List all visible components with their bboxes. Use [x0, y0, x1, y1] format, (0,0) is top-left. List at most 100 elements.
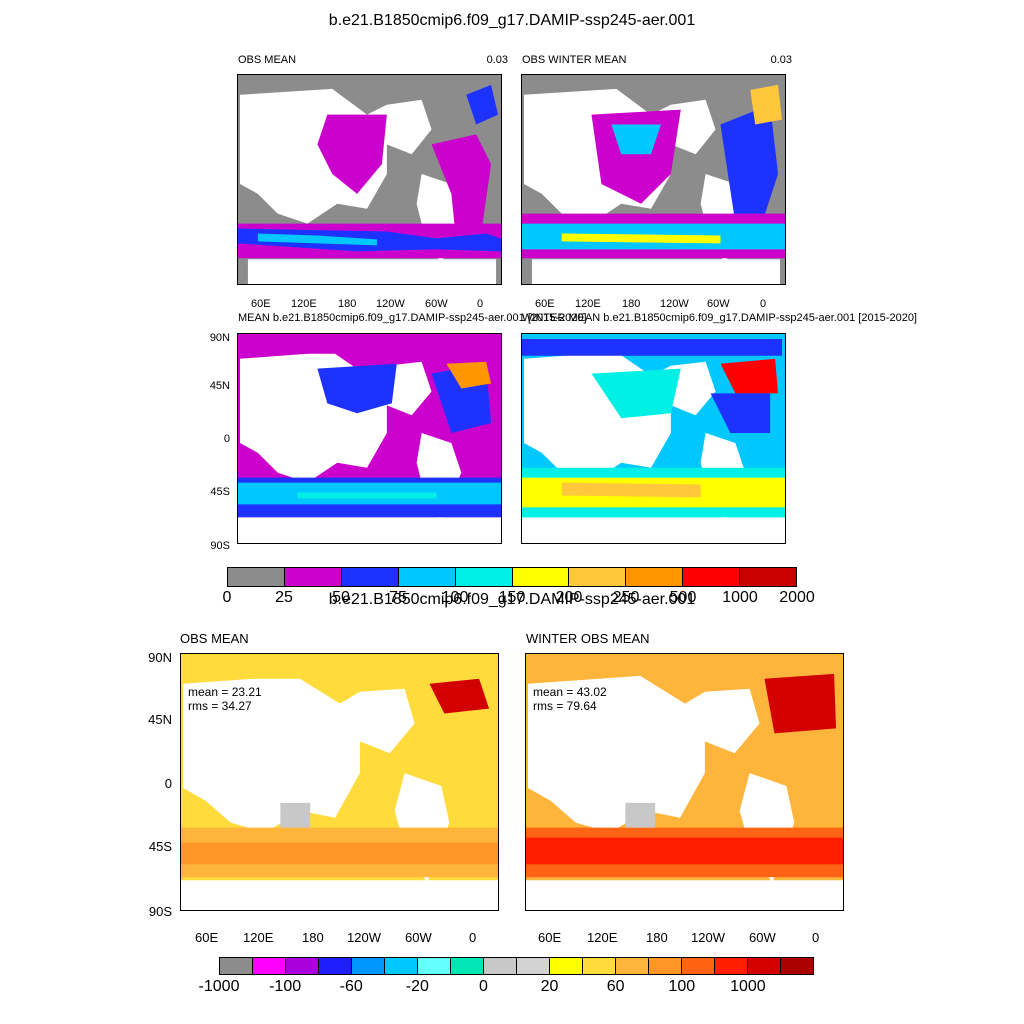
lat-tick-p5-90n: 90N	[148, 650, 172, 665]
lon-tick-p2-0: 0	[760, 298, 767, 310]
lon-tick-p6-0: 0	[812, 930, 820, 945]
cbarBot-swatch	[715, 958, 748, 974]
lat-tick-p3-90n: 90N	[209, 332, 230, 344]
figure-title-top: b.e21.B1850cmip6.f09_g17.DAMIP-ssp245-ae…	[328, 12, 696, 29]
cbarBot-swatch	[352, 958, 385, 974]
cbarTop-label: 0	[222, 589, 232, 606]
panel-4-map	[521, 333, 786, 544]
cbarBot-swatch	[781, 958, 813, 974]
panel-3-title: MEAN b.e21.B1850cmip6.f09_g17.DAMIP-ssp2…	[238, 312, 587, 324]
cbarBot-swatch	[583, 958, 616, 974]
cbarTop-swatch	[284, 568, 342, 586]
panel-6-stat-rms: rms = 79.64	[533, 699, 597, 713]
panel-1-value: 0.03	[486, 54, 508, 66]
cbarTop-swatch	[228, 568, 285, 586]
panel-2-value: 0.03	[770, 54, 792, 66]
lon-tick-p1-0: 0	[477, 298, 484, 310]
cbarTop-swatch	[455, 568, 513, 586]
cbarTop-label: 100	[441, 589, 469, 606]
lat-tick-p3-45n: 45N	[209, 380, 230, 392]
cbarTop-label: 2000	[779, 589, 815, 606]
cbarBot-swatch	[319, 958, 352, 974]
lon-tick-p1-60w: 60W	[425, 298, 448, 310]
lon-tick-p5-120w: 120W	[347, 930, 381, 945]
cbarTop-label: 1000	[722, 589, 758, 606]
panel-1-map	[237, 74, 502, 285]
cbarBot-swatch	[517, 958, 550, 974]
cbarTop-label: 200	[555, 589, 583, 606]
cbarTop-swatch	[683, 568, 741, 586]
panel-6-map: mean = 43.02 rms = 79.64	[525, 653, 844, 911]
cbarBot-swatch	[418, 958, 451, 974]
cbarTop-label: 250	[612, 589, 640, 606]
panel-1-title: OBS MEAN	[238, 54, 297, 66]
panel-6-stat-mean: mean = 43.02	[533, 685, 607, 699]
cbarBot-label: -1000	[198, 978, 240, 995]
lon-tick-p6-120w: 120W	[691, 930, 725, 945]
cbarTop-swatch	[341, 568, 399, 586]
cbarBot-label: -20	[405, 978, 429, 995]
panel-2-title: OBS WINTER MEAN	[522, 54, 627, 66]
lon-tick-p6-180: 180	[646, 930, 668, 945]
lon-tick-p1-180: 180	[338, 298, 357, 310]
cbarTop-swatch	[740, 568, 797, 586]
cbarBot-swatch	[682, 958, 715, 974]
cbarBot-swatch	[253, 958, 286, 974]
cbarTop-label: 25	[275, 589, 293, 606]
lon-tick-p1-60e: 60E	[251, 298, 271, 310]
lat-tick-p3-90s: 90S	[210, 540, 230, 552]
cbarBot-swatch	[550, 958, 583, 974]
cbarBot-swatch	[649, 958, 682, 974]
panel-4-title: WINTER MEAN b.e21.B1850cmip6.f09_g17.DAM…	[522, 312, 917, 324]
lon-tick-p2-120w: 120W	[660, 298, 689, 310]
panel-2-map	[521, 74, 786, 285]
lon-tick-p5-120e: 120E	[243, 930, 274, 945]
colorbar-top	[227, 567, 797, 587]
cbarBot-label: 100	[668, 978, 696, 995]
cbarTop-label: 50	[332, 589, 350, 606]
lon-tick-p2-120e: 120E	[575, 298, 601, 310]
lon-tick-p2-60e: 60E	[535, 298, 555, 310]
cbarBot-label: -100	[269, 978, 302, 995]
cbarTop-label: 75	[389, 589, 407, 606]
panel-5-stat-mean: mean = 23.21	[188, 685, 262, 699]
cbarTop-swatch	[626, 568, 684, 586]
cbarTop-swatch	[569, 568, 627, 586]
panel-5-title: OBS MEAN	[180, 631, 249, 646]
lon-tick-p2-180: 180	[622, 298, 641, 310]
lat-tick-p5-45n: 45N	[148, 712, 172, 727]
cbarBot-swatch	[385, 958, 418, 974]
cbarBot-swatch	[286, 958, 319, 974]
lon-tick-p6-60w: 60W	[749, 930, 776, 945]
cbarTop-label: 150	[498, 589, 526, 606]
figure-title-bottom: b.e21.B1850cmip6.f09_g17.DAMIP-ssp245-ae…	[328, 591, 696, 608]
cbarBot-label: 1000	[730, 978, 766, 995]
cbarBot-swatch	[616, 958, 649, 974]
colorbar-bottom	[219, 957, 814, 975]
lon-tick-p6-60e: 60E	[538, 930, 562, 945]
lat-tick-p3-45s: 45S	[210, 486, 230, 498]
cbarTop-swatch	[512, 568, 570, 586]
panel-5-map: mean = 23.21 rms = 34.27	[180, 653, 499, 911]
cbarTop-label: 500	[669, 589, 697, 606]
lon-tick-p5-60w: 60W	[405, 930, 432, 945]
panel-6-title: WINTER OBS MEAN	[526, 631, 650, 646]
panel-3-map	[237, 333, 502, 544]
panel-5-stat-rms: rms = 34.27	[188, 699, 252, 713]
cbarBot-swatch	[748, 958, 781, 974]
lon-tick-p1-120e: 120E	[291, 298, 317, 310]
lon-tick-p5-180: 180	[302, 930, 324, 945]
lon-tick-p6-120e: 120E	[587, 930, 618, 945]
cbarBot-swatch	[484, 958, 517, 974]
cbarBot-label: 0	[478, 978, 488, 995]
lon-tick-p2-60w: 60W	[707, 298, 730, 310]
lon-tick-p5-60e: 60E	[195, 930, 219, 945]
cbarBot-label: -60	[339, 978, 363, 995]
lat-tick-p5-90s: 90S	[148, 904, 172, 919]
lat-tick-p5-0: 0	[164, 776, 172, 791]
cbarBot-swatch	[451, 958, 484, 974]
cbarBot-label: 60	[606, 978, 625, 995]
cbarTop-swatch	[398, 568, 456, 586]
cbarBot-swatch	[220, 958, 253, 974]
lat-tick-p3-0: 0	[223, 433, 230, 445]
